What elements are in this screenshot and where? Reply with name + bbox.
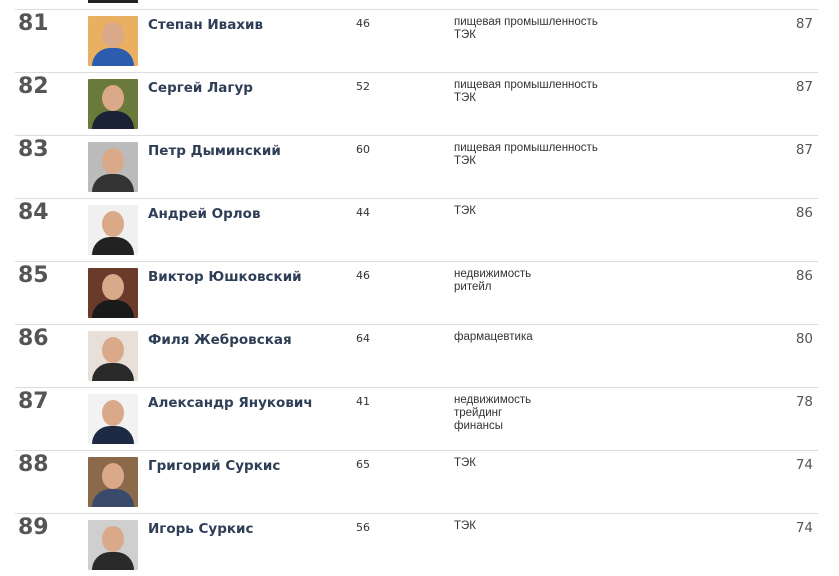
person-photo[interactable] [88, 142, 138, 192]
industry-item: ТЭК [454, 29, 476, 41]
rank-number: 88 [18, 452, 49, 477]
industry-item: ТЭК [454, 457, 476, 469]
industries: пищевая промышленность ТЭК [454, 142, 598, 168]
photo-body [92, 552, 134, 570]
industry-item: ТЭК [454, 92, 476, 104]
person-name[interactable]: Степан Ивахив [148, 17, 264, 33]
photo-face [102, 400, 124, 426]
photo-body [92, 237, 134, 255]
industries: недвижимость ритейл [454, 268, 531, 294]
rank-number: 83 [18, 137, 49, 162]
industry-item: недвижимость [454, 268, 532, 280]
person-age: 44 [356, 206, 370, 219]
photo-body [92, 174, 134, 192]
person-name[interactable]: Игорь Суркис [148, 521, 254, 537]
person-photo[interactable] [88, 520, 138, 570]
person-photo[interactable] [88, 457, 138, 507]
table-row: 86 Филя Жебровская 64 фармацевтика 80 [15, 324, 818, 387]
industries: фармацевтика [454, 331, 533, 344]
photo-face [102, 211, 124, 237]
person-photo[interactable] [88, 331, 138, 381]
rank-number: 81 [18, 11, 49, 36]
industry-item: ТЭК [454, 520, 476, 532]
person-age: 65 [356, 458, 370, 471]
table-row: 83 Петр Дыминский 60 пищевая промышленно… [15, 135, 818, 198]
person-age: 46 [356, 17, 370, 30]
person-age: 56 [356, 521, 370, 534]
person-name[interactable]: Петр Дыминский [148, 143, 281, 159]
photo-face [102, 22, 124, 48]
rank-number: 84 [18, 200, 49, 225]
industries: недвижимость трейдинг финансы [454, 394, 531, 433]
score: 86 [795, 268, 813, 284]
industry-item: ТЭК [454, 205, 476, 217]
previous-row-photo [88, 0, 138, 3]
industry-item: недвижимость [454, 394, 532, 406]
photo-face [102, 148, 124, 174]
industry-item: трейдинг [454, 407, 503, 419]
industry-item: финансы [454, 420, 503, 432]
photo-face [102, 274, 124, 300]
photo-body [92, 111, 134, 129]
photo-face [102, 463, 124, 489]
score: 87 [795, 16, 813, 32]
score: 80 [795, 331, 813, 347]
person-age: 46 [356, 269, 370, 282]
person-photo[interactable] [88, 16, 138, 66]
rank-number: 89 [18, 515, 49, 540]
person-name[interactable]: Филя Жебровская [148, 332, 292, 348]
table-row: 81 Степан Ивахив 46 пищевая промышленнос… [15, 9, 818, 72]
industry-item: ТЭК [454, 155, 476, 167]
industry-item: ритейл [454, 281, 492, 293]
photo-face [102, 526, 124, 552]
industries: ТЭК [454, 205, 476, 218]
rank-number: 86 [18, 326, 49, 351]
photo-body [92, 489, 134, 507]
table-row: 88 Григорий Суркис 65 ТЭК 74 [15, 450, 818, 513]
person-photo[interactable] [88, 268, 138, 318]
score: 74 [795, 457, 813, 473]
photo-body [92, 363, 134, 381]
rank-number: 82 [18, 74, 49, 99]
person-age: 64 [356, 332, 370, 345]
photo-body [92, 300, 134, 318]
score: 86 [795, 205, 813, 221]
industry-item: пищевая промышленность [454, 142, 598, 154]
score: 87 [795, 79, 813, 95]
industries: пищевая промышленность ТЭК [454, 16, 598, 42]
person-name[interactable]: Александр Янукович [148, 395, 313, 411]
industries: пищевая промышленность ТЭК [454, 79, 598, 105]
industry-item: пищевая промышленность [454, 79, 598, 91]
industries: ТЭК [454, 457, 476, 470]
person-name[interactable]: Андрей Орлов [148, 206, 261, 222]
photo-body [92, 48, 134, 66]
table-row: 87 Александр Янукович 41 недвижимость тре… [15, 387, 818, 450]
industries: ТЭК [454, 520, 476, 533]
person-age: 41 [356, 395, 370, 408]
score: 74 [795, 520, 813, 536]
photo-body [92, 426, 134, 444]
person-age: 60 [356, 143, 370, 156]
photo-face [102, 85, 124, 111]
score: 87 [795, 142, 813, 158]
table-row: 84 Андрей Орлов 44 ТЭК 86 [15, 198, 818, 261]
person-name[interactable]: Виктор Юшковский [148, 269, 302, 285]
photo-face [102, 337, 124, 363]
ranking-list: 81 Степан Ивахив 46 пищевая промышленнос… [15, 9, 818, 576]
table-row: 85 Виктор Юшковский 46 недвижимость ритей… [15, 261, 818, 324]
person-photo[interactable] [88, 394, 138, 444]
table-row: 89 Игорь Суркис 56 ТЭК 74 [15, 513, 818, 576]
table-row: 82 Сергей Лагур 52 пищевая промышленност… [15, 72, 818, 135]
rank-number: 87 [18, 389, 49, 414]
industry-item: пищевая промышленность [454, 16, 598, 28]
score: 78 [795, 394, 813, 410]
person-age: 52 [356, 80, 370, 93]
person-name[interactable]: Сергей Лагур [148, 80, 253, 96]
industry-item: фармацевтика [454, 331, 533, 343]
person-name[interactable]: Григорий Суркис [148, 458, 281, 474]
person-photo[interactable] [88, 205, 138, 255]
person-photo[interactable] [88, 79, 138, 129]
rank-number: 85 [18, 263, 49, 288]
